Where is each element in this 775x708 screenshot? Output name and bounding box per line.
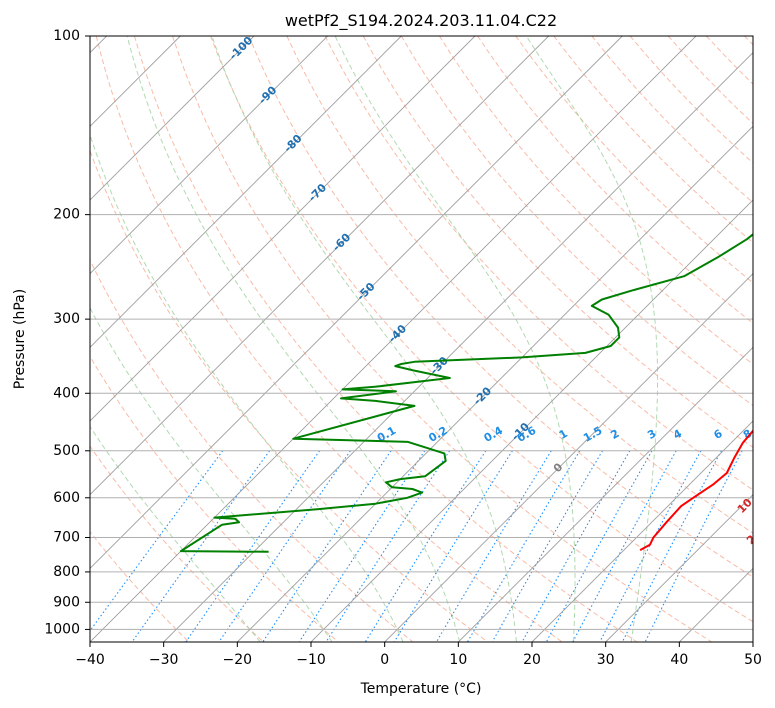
pressure-gridlines [90,36,753,630]
isotherm-line [384,273,753,642]
x-tick-label: 40 [670,652,688,668]
x-tick-label: −30 [149,652,179,668]
dry-adiabat-line [90,355,339,642]
mixing-ratio-line [599,450,702,642]
dry-adiabat-line [172,36,712,642]
y-axis: 100 200 300 400 500 600 700 800 900 1000 [44,28,90,637]
mixing-ratio-line [521,450,631,642]
moist-adiabat-line [334,36,576,642]
isotherm-line [90,36,623,569]
mixing-ratio-line [262,450,392,642]
y-tick-label: 1000 [44,621,80,637]
dry-adiabat-line [248,36,753,578]
moist-adiabat-line [90,306,333,642]
plot-area [90,36,753,642]
x-tick-label: −10 [296,652,326,668]
y-tick-label: 300 [53,311,80,327]
x-tick-label: 10 [449,652,467,668]
dry-adiabat-line [515,36,753,284]
temperature-profile [639,429,753,551]
mixing-ratio-line [545,450,653,642]
isotherm-line [163,52,753,642]
isotherm-line [458,346,753,642]
y-tick-label: 700 [53,530,80,546]
isotherm-line [90,36,255,201]
dry-adiabat-line [477,36,753,324]
mixing-ratio-line [644,450,743,642]
mixing-ratio-line [298,450,426,642]
isotherms [90,36,753,642]
dry-adiabat-label: 40 [771,589,775,609]
dry-adiabat-line [286,36,753,534]
x-tick-label: −40 [75,652,105,668]
mixing-ratio-line [435,450,552,642]
isotherm-line [310,199,753,642]
isotherm-line [605,494,753,642]
y-tick-label: 100 [53,28,80,44]
dry-adiabat-line [133,36,638,642]
x-tick-label: 30 [597,652,615,668]
y-tick-label: 500 [53,443,80,459]
y-tick-label: 200 [53,207,80,223]
dry-adiabat-line [95,36,563,642]
x-tick-label: −20 [223,652,253,668]
moist-adiabat-line [525,36,659,642]
dry-adiabat-line [90,530,190,642]
mixing-ratio-line [90,450,224,632]
isotherm-line [90,36,697,642]
isotherm-line [752,641,753,642]
y-tick-label: 400 [53,385,80,401]
dry-adiabats [90,36,753,642]
moist-adiabat-line [90,133,404,642]
y-axis-title: Pressure (hPa) [12,289,28,389]
dry-adiabat-label: 30 [757,558,775,578]
dry-adiabat-label: 20 [744,527,764,547]
x-tick-label: 20 [523,652,541,668]
mixing-ratio-line [185,450,321,642]
isotherm-line [237,125,753,642]
dewpoint-profile [179,233,753,553]
chart-title: wetPf2_S194.2024.203.11.04.C22 [285,11,557,31]
mixing-ratio-line [572,450,677,642]
isotherm-line [90,36,549,496]
y-tick-label: 900 [53,594,80,610]
y-tick-label: 800 [53,564,80,580]
isotherm-line [90,36,328,275]
mixing-ratio-line [218,450,351,642]
dry-adiabat-line [90,149,488,642]
plot-frame [89,35,754,643]
dry-adiabat-line [324,36,753,491]
isotherm-line [90,36,402,348]
x-axis: −40 −30 −20 −10 0 10 20 30 40 50 [75,642,762,668]
mixing-ratio-label: 10 [767,425,775,444]
isotherm-line [90,36,476,422]
x-tick-label: 0 [380,652,389,668]
isotherm-line [531,420,753,642]
x-tick-label: 50 [744,652,762,668]
profiles [179,233,753,553]
dry-adiabat-line [90,445,264,642]
x-axis-title: Temperature (°C) [360,681,482,697]
y-tick-label: 600 [53,490,80,506]
dry-adiabat-line [210,36,753,623]
dry-adiabat-line [90,259,414,642]
moist-adiabat-line [126,36,461,642]
dry-adiabat-line [438,36,753,365]
